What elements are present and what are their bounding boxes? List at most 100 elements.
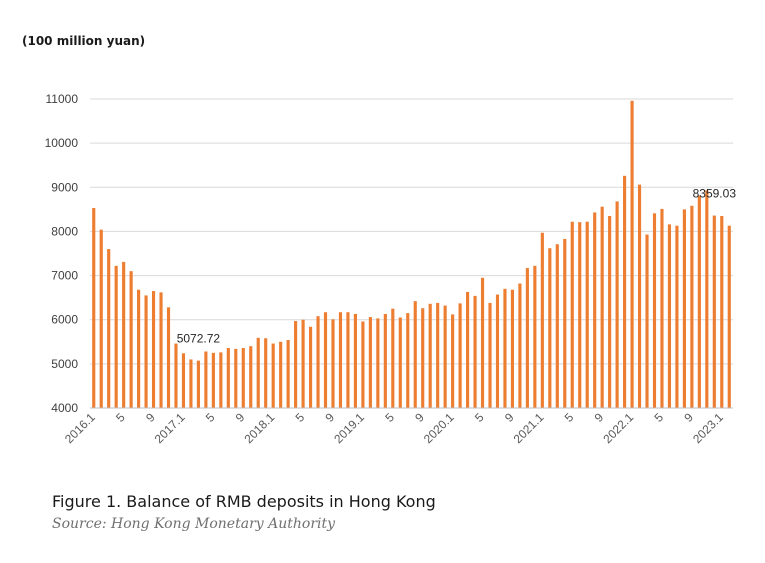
bar [144, 295, 148, 408]
bar [196, 360, 200, 408]
y-axis-unit-label: (100 million yuan) [22, 34, 146, 48]
bar [107, 249, 111, 408]
bar [406, 313, 410, 408]
bar [353, 313, 357, 408]
bar [518, 283, 522, 408]
bar [241, 347, 245, 408]
x-tick-label: 5 [203, 410, 218, 425]
bar [705, 190, 709, 408]
bar [436, 302, 440, 408]
bar [570, 221, 574, 408]
bar [510, 289, 515, 408]
data-label: 5072.72 [177, 332, 221, 346]
bar [211, 352, 215, 408]
bar [503, 288, 507, 408]
bar [480, 277, 485, 408]
bar [361, 321, 365, 408]
y-tick-label: 8000 [51, 224, 78, 238]
x-tick-label: 5 [382, 410, 397, 425]
x-tick-label: 5 [113, 410, 128, 425]
bar [294, 321, 298, 408]
bar [608, 215, 612, 408]
x-tick-label: 2021.1 [511, 410, 547, 446]
bar [391, 308, 395, 408]
bar [301, 319, 305, 408]
bar [226, 347, 230, 408]
y-tick-label: 9000 [51, 180, 78, 194]
bar [413, 301, 417, 408]
bar [271, 343, 275, 408]
bar [92, 208, 96, 408]
bar [682, 209, 686, 408]
bar [727, 225, 731, 408]
bar [264, 338, 268, 408]
y-tick-label: 7000 [51, 269, 78, 283]
bar [383, 313, 387, 408]
bar [368, 317, 372, 408]
x-tick-label: 9 [681, 410, 696, 425]
bar [398, 317, 402, 408]
bar [712, 215, 716, 408]
bar [279, 341, 283, 408]
x-tick-label: 2016.1 [62, 410, 98, 446]
bar [376, 318, 380, 408]
bar [540, 232, 544, 408]
y-tick-label: 5000 [51, 357, 78, 371]
bar [204, 351, 208, 408]
x-tick-label: 5 [651, 410, 666, 425]
bar [578, 222, 582, 408]
bar [720, 215, 724, 408]
bar [219, 352, 223, 408]
bar [458, 303, 462, 408]
data-label: 8359.03 [693, 187, 737, 201]
bar [645, 234, 649, 408]
bar [234, 348, 238, 408]
bar [488, 302, 492, 408]
x-tick-label: 9 [592, 410, 607, 425]
bar [600, 206, 604, 408]
y-tick-label: 11000 [46, 92, 79, 106]
bar [593, 212, 597, 408]
bar [99, 229, 103, 408]
x-tick-label: 2023.1 [690, 410, 726, 446]
figure-title: Figure 1. Balance of RMB deposits in Hon… [52, 492, 436, 511]
bar [122, 261, 126, 408]
bar [443, 305, 447, 408]
bar [615, 201, 619, 408]
bar [249, 346, 253, 408]
bars [92, 100, 731, 408]
bar [473, 295, 477, 408]
bar [421, 308, 425, 408]
bar [166, 307, 171, 408]
x-tick-label: 2020.1 [421, 410, 457, 446]
y-tick-label: 10000 [45, 136, 79, 150]
bar [675, 225, 679, 408]
y-tick-label: 6000 [51, 313, 78, 327]
bar [667, 224, 672, 408]
bar [660, 208, 664, 408]
bar [331, 319, 335, 408]
data-annotations: 5072.72 8359.03 [177, 187, 737, 346]
bar [585, 221, 589, 408]
x-tick-label: 5 [562, 410, 577, 425]
bar [563, 238, 567, 408]
bar [159, 292, 163, 408]
x-tick-label: 2018.1 [241, 410, 277, 446]
x-tick-label: 9 [502, 410, 517, 425]
bar [338, 312, 343, 408]
bar [323, 312, 328, 408]
x-tick-label: 2019.1 [331, 410, 367, 446]
bar [690, 205, 694, 408]
bar [181, 353, 186, 408]
x-tick-label: 9 [412, 410, 427, 425]
x-tick-label: 2017.1 [152, 410, 188, 446]
bar [137, 289, 141, 408]
bar [525, 268, 529, 408]
figure-source: Source: Hong Kong Monetary Authority [52, 516, 336, 532]
bar [256, 337, 260, 408]
bar [316, 316, 320, 408]
bar [697, 195, 701, 408]
y-tick-label: 4000 [51, 401, 78, 415]
bar [286, 340, 290, 408]
x-tick-label: 9 [143, 410, 158, 425]
